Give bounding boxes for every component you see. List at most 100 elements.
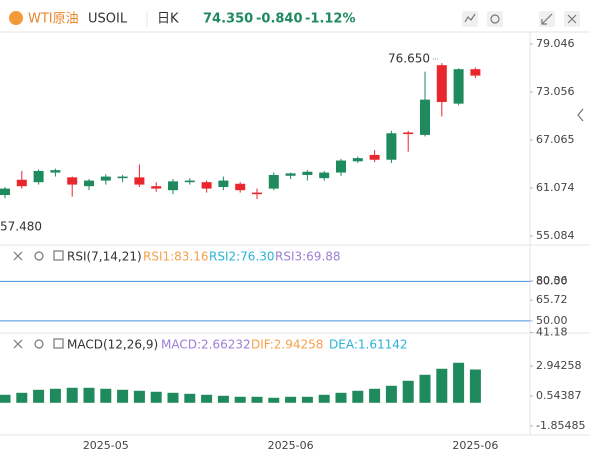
candle-body <box>0 188 10 195</box>
histogram-bar <box>184 393 196 403</box>
candle-body <box>151 186 162 189</box>
histogram-bar <box>318 394 330 403</box>
candle-body <box>470 69 481 76</box>
histogram-bar <box>0 394 11 403</box>
icon-remove[interactable] <box>13 251 23 261</box>
histogram-bar <box>16 392 28 403</box>
candle-body <box>235 183 246 191</box>
collapse-arrow[interactable] <box>577 108 584 122</box>
histogram-bar <box>251 396 263 403</box>
icon-settings[interactable] <box>34 339 44 349</box>
candle-body <box>100 176 111 181</box>
histogram-bar <box>117 389 129 403</box>
legend-entry: RSI2:76.30 <box>209 250 275 264</box>
candle-body <box>33 170 44 183</box>
candle-body <box>84 180 94 187</box>
y-tick-label: 67.065 <box>536 133 575 146</box>
candle-body <box>16 179 27 187</box>
histogram-bar <box>436 368 448 403</box>
legend-entry: DIF:2.94258 <box>251 338 323 352</box>
histogram-bar <box>66 387 78 403</box>
legend-entry: RSI3:69.88 <box>275 250 341 264</box>
logo <box>9 11 23 25</box>
y-tick-label: 65.72 <box>536 293 568 306</box>
icon-expand[interactable] <box>53 250 64 261</box>
x-tick-label: 2025-05 <box>83 439 129 452</box>
histogram-bar <box>285 396 297 403</box>
candle-body <box>252 192 262 195</box>
icon-settings-glyph <box>490 14 500 24</box>
candle-body <box>218 180 229 187</box>
legend-entry: DEA:1.61142 <box>329 338 408 352</box>
histogram-bar <box>453 362 465 403</box>
y-tick-label: 50.00 <box>536 314 568 327</box>
candle-body <box>184 180 195 183</box>
candle-body <box>369 154 380 160</box>
histogram-bar <box>268 397 280 403</box>
histogram-bar <box>335 392 347 403</box>
histogram-bar <box>402 380 414 403</box>
histogram-bar <box>133 390 145 403</box>
icon-settings[interactable] <box>487 11 503 27</box>
icon-expand[interactable] <box>53 338 64 349</box>
candle-body <box>268 174 279 189</box>
candle-body <box>403 132 414 135</box>
candle-body <box>168 181 178 191</box>
histogram-bar <box>83 387 95 403</box>
histogram-bar <box>167 392 179 403</box>
y-tick-label: 73.056 <box>536 85 575 98</box>
icon-remove[interactable] <box>13 339 23 349</box>
histogram-bar <box>352 390 364 403</box>
y-tick-label: 2.94258 <box>536 359 582 372</box>
legend-entry: MACD:2.66232 <box>161 338 251 352</box>
y-tick-label: -1.85485 <box>536 419 585 432</box>
change: -0.840 <box>256 12 303 27</box>
symbol: USOIL <box>88 12 128 27</box>
candle-body <box>201 182 212 189</box>
low-annotation: 57.480 <box>0 220 42 234</box>
histogram-bar <box>150 391 162 403</box>
histogram-bar <box>385 385 397 403</box>
high-annotation: 76.650 <box>388 52 430 66</box>
toolbar <box>462 11 580 27</box>
y-tick-label: 41.18 <box>536 325 568 338</box>
y-tick-label: 79.046 <box>536 37 575 50</box>
y-tick-label: 0.54387 <box>536 389 582 402</box>
y-tick-label: 80.36 <box>536 274 568 287</box>
indicator-title: RSI(7,14,21) <box>67 250 142 264</box>
candle-body <box>67 177 78 185</box>
candle-body <box>319 172 330 179</box>
candle-body <box>134 177 145 185</box>
price: 74.350 <box>203 12 253 27</box>
indicator-title: MACD(12,26,9) <box>67 338 158 352</box>
legend-entry: RSI1:83.16 <box>143 250 209 264</box>
y-tick-label: 80.00 <box>536 274 568 287</box>
histogram-bar <box>217 395 229 403</box>
x-tick-label: 2025-06 <box>452 439 498 452</box>
histogram-bar <box>100 388 112 403</box>
candle-body <box>352 158 363 162</box>
candle-body <box>302 171 313 175</box>
change-pct: -1.12% <box>305 12 356 27</box>
histogram-bar <box>234 396 246 403</box>
candle-body <box>386 133 397 160</box>
icon-shrink-glyph <box>541 13 553 25</box>
icon-settings[interactable] <box>34 251 44 261</box>
icon-indicator-glyph <box>464 13 476 23</box>
histogram-bar <box>419 374 431 403</box>
y-tick-label: 61.074 <box>536 181 575 194</box>
histogram-bar <box>301 396 313 403</box>
candle-body <box>420 99 430 135</box>
candle-body <box>50 170 61 173</box>
candle-body <box>436 65 447 103</box>
icon-close-glyph <box>567 14 577 24</box>
histogram-bar <box>469 369 481 403</box>
candle-body <box>285 173 296 176</box>
histogram-bar <box>369 388 381 403</box>
candle-body <box>453 69 464 104</box>
period[interactable]: 日K <box>157 12 179 27</box>
candle-body <box>336 160 346 173</box>
candle-body <box>117 176 128 179</box>
y-tick-label: 55.084 <box>536 229 575 242</box>
